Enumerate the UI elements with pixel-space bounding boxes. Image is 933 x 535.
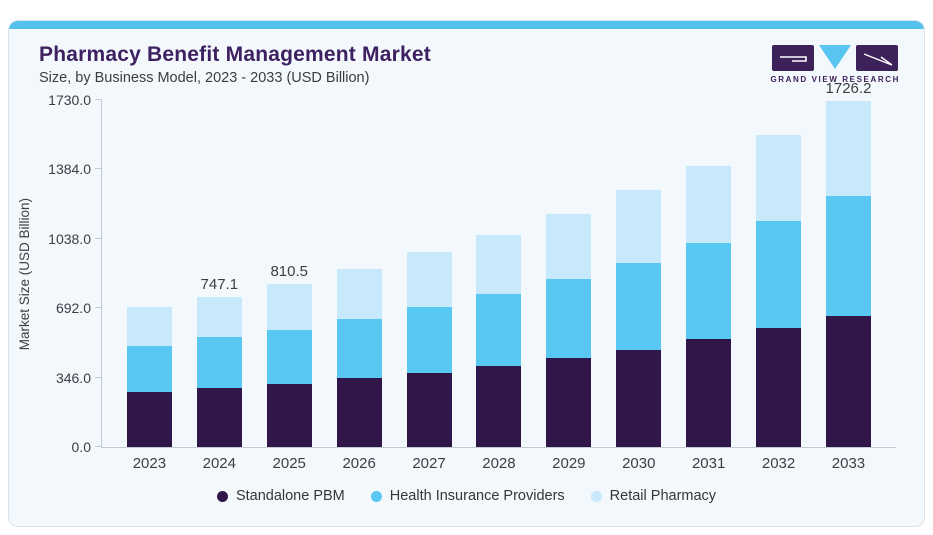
logo-right-mark-icon [856, 45, 899, 71]
bar-group-2025: 810.5 2025 [266, 100, 312, 472]
bar-total-label: 1726.2 [825, 79, 872, 97]
chart-card: Pharmacy Benefit Management Market Size,… [8, 20, 925, 527]
logo-wordmark: GRAND VIEW RESEARCH [770, 75, 900, 84]
header-titles: Pharmacy Benefit Management Market Size,… [39, 41, 431, 86]
bar-group-2027: 2027 [406, 100, 452, 472]
legend-label: Health Insurance Providers [389, 488, 565, 504]
bar-group-2030: 2030 [616, 100, 662, 472]
page-subtitle: Size, by Business Model, 2023 - 2033 (US… [39, 70, 370, 86]
y-axis-title: Market Size (USD Billion) [16, 197, 32, 351]
bar-segment-retail-pharmacy [825, 100, 871, 196]
y-tick-mark [95, 237, 102, 239]
bar-segment-standalone-pbm [616, 349, 662, 447]
bar-segment-health-insurance-providers [336, 318, 382, 379]
plot-wrap: 2023 747.1 2024 810.5 2025 2026 2027 2028 2029 20… [39, 80, 924, 472]
logo-left-mark-icon [772, 45, 815, 71]
legend: Standalone PBM Health Insurance Providers… [9, 488, 924, 504]
bar-segment-retail-pharmacy [406, 252, 452, 308]
bar-segment-standalone-pbm [825, 316, 871, 447]
x-tick-label: 2028 [482, 455, 516, 472]
bar-segment-health-insurance-providers [126, 346, 172, 392]
legend-item-standalone-pbm: Standalone PBM [216, 488, 345, 504]
bar-total-label: 810.5 [270, 263, 308, 281]
bar-segment-standalone-pbm [196, 387, 242, 447]
bar-group-2031: 2031 [686, 100, 732, 472]
x-tick-label: 2024 [202, 455, 236, 472]
page-title: Pharmacy Benefit Management Market [39, 43, 431, 66]
bar-segment-health-insurance-providers [476, 293, 522, 367]
bar-segment-standalone-pbm [546, 358, 592, 447]
bar-group-2023: 2023 [126, 100, 172, 472]
x-tick-label: 2029 [552, 455, 586, 472]
x-tick-label: 2030 [622, 455, 656, 472]
bar-segment-health-insurance-providers [756, 221, 802, 329]
bar-segment-retail-pharmacy [756, 134, 802, 222]
bar-segment-standalone-pbm [266, 384, 312, 447]
legend-dot-icon [370, 490, 382, 502]
x-tick-label: 2031 [691, 455, 726, 472]
bars: 2023 747.1 2024 810.5 2025 2026 2027 2028 2029 20… [102, 80, 896, 472]
bar-group-2026: 2026 [336, 100, 382, 472]
bar-segment-health-insurance-providers [406, 307, 452, 373]
legend-label: Retail Pharmacy [609, 488, 717, 504]
gvr-logo: GRAND VIEW RESEARCH [770, 45, 900, 84]
bar-segment-standalone-pbm [406, 373, 452, 447]
bar-segment-standalone-pbm [756, 328, 802, 447]
logo-triangle-icon [819, 45, 852, 69]
gvr-logo-marks [772, 45, 899, 71]
x-tick-label: 2023 [132, 455, 167, 472]
bar-segment-retail-pharmacy [546, 214, 592, 279]
y-tick-label: 346.0 [55, 369, 91, 386]
legend-label: Standalone PBM [235, 488, 345, 504]
y-tick-mark [95, 99, 102, 100]
bar-segment-health-insurance-providers [616, 262, 662, 350]
bar-segment-retail-pharmacy [686, 166, 732, 243]
top-accent-bar [9, 21, 924, 29]
bar-segment-standalone-pbm [476, 366, 522, 447]
y-tick-mark [95, 376, 102, 378]
bar-segment-retail-pharmacy [336, 268, 382, 319]
bar-group-2032: 2032 [756, 100, 802, 472]
bar-segment-health-insurance-providers [266, 330, 312, 385]
bar-segment-standalone-pbm [336, 378, 382, 447]
x-tick-label: 2026 [342, 455, 376, 472]
bar-segment-standalone-pbm [686, 339, 732, 447]
x-tick-label: 2027 [412, 455, 446, 472]
bar-segment-health-insurance-providers [825, 195, 871, 317]
y-tick-mark [95, 168, 102, 170]
legend-item-retail-pharmacy: Retail Pharmacy [590, 488, 717, 504]
bar-segment-standalone-pbm [126, 391, 172, 447]
y-tick-mark [95, 307, 102, 309]
bar-group-2028: 2028 [476, 100, 522, 472]
bar-segment-health-insurance-providers [196, 337, 242, 388]
legend-dot-icon [590, 490, 602, 502]
bar-segment-health-insurance-providers [546, 278, 592, 359]
bar-group-2033: 1726.2 2033 [825, 80, 872, 472]
bar-segment-retail-pharmacy [266, 284, 312, 331]
bar-segment-health-insurance-providers [686, 242, 732, 340]
x-tick-label: 2033 [831, 455, 866, 472]
y-tick-label: 692.0 [55, 300, 91, 317]
y-tick-mark [95, 446, 102, 447]
legend-dot-icon [216, 490, 228, 502]
bar-segment-retail-pharmacy [476, 235, 522, 294]
y-tick-label: 1038.0 [48, 230, 91, 247]
x-tick-label: 2032 [761, 455, 796, 472]
y-tick-label: 1730.0 [48, 92, 91, 108]
bar-segment-retail-pharmacy [126, 307, 172, 347]
x-tick-label: 2025 [272, 455, 306, 472]
header: Pharmacy Benefit Management Market Size,… [9, 29, 924, 86]
bar-total-label: 747.1 [200, 276, 239, 294]
chart-area: Market Size (USD Billion) 2023 747.1 2024 8… [9, 80, 924, 472]
plot-area: 2023 747.1 2024 810.5 2025 2026 2027 2028 2029 20… [48, 80, 896, 472]
y-tick-label: 1384.0 [48, 161, 91, 178]
bar-group-2024: 747.1 2024 [196, 100, 242, 472]
y-tick-label: 0.0 [71, 439, 91, 455]
bar-group-2029: 2029 [546, 100, 592, 472]
bar-segment-retail-pharmacy [196, 297, 242, 338]
bar-segment-retail-pharmacy [616, 189, 662, 263]
legend-item-health-insurance-providers: Health Insurance Providers [370, 488, 565, 504]
